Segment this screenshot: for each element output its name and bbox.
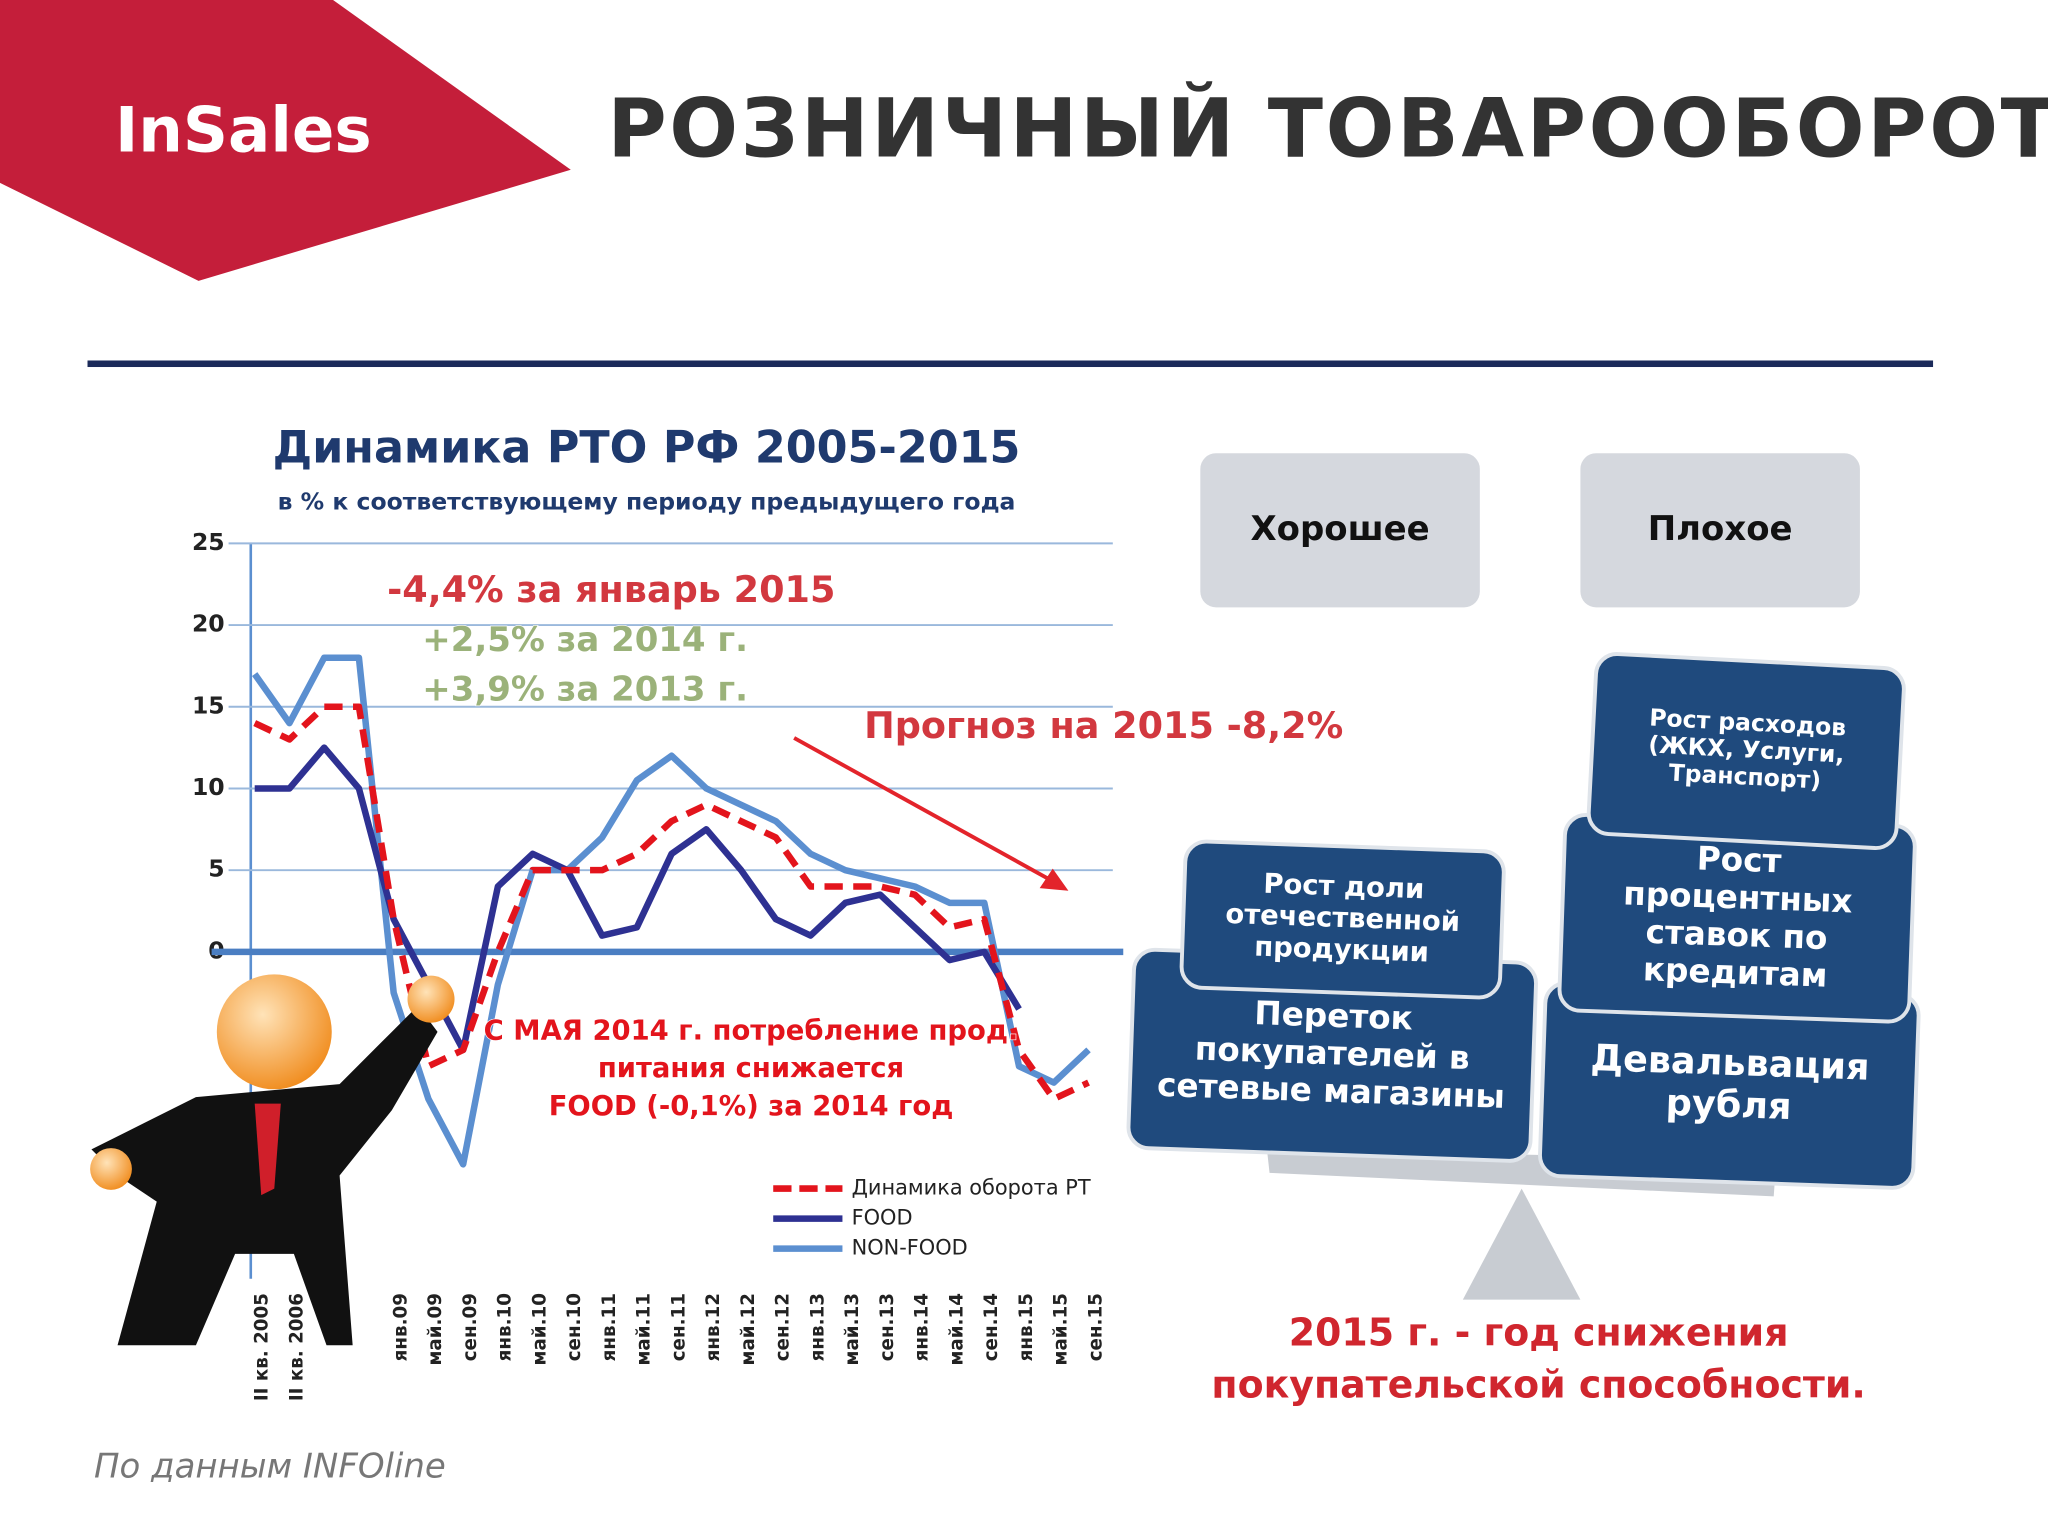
fulcrum bbox=[1462, 1188, 1581, 1300]
x-tick-label: май.15 bbox=[1051, 1293, 1072, 1365]
x-tick-label: сен.13 bbox=[877, 1293, 898, 1361]
x-tick-label: май.09 bbox=[425, 1293, 446, 1365]
annotation: питания снижается bbox=[598, 1053, 904, 1084]
y-tick-label: 10 bbox=[192, 773, 225, 801]
forecast-arrow bbox=[793, 736, 1062, 888]
x-tick-label: сен.14 bbox=[981, 1293, 1002, 1361]
scale-text: продукции bbox=[1254, 931, 1430, 968]
annotation: +3,9% за 2013 г. bbox=[422, 669, 748, 709]
y-tick-label: 15 bbox=[192, 691, 225, 719]
source: По данным INFOline bbox=[94, 1447, 446, 1487]
series-line bbox=[254, 744, 1022, 1054]
x-tick-label: май.13 bbox=[842, 1293, 863, 1365]
series-line bbox=[252, 654, 1091, 1168]
scale-text: ставок по bbox=[1645, 913, 1828, 957]
x-tick-label: янв.10 bbox=[495, 1293, 516, 1361]
annotation: -4,4% за январь 2015 bbox=[387, 568, 835, 611]
x-tick-label: янв.13 bbox=[807, 1293, 828, 1361]
x-tick-label: май.11 bbox=[634, 1293, 655, 1365]
scale-item: Рост расходов(ЖКХ, Услуги,Транспорт) bbox=[1586, 652, 1906, 850]
x-tick-label: II кв. 2005 bbox=[252, 1293, 273, 1401]
scale-text: Рост доли bbox=[1263, 869, 1425, 906]
column-header-box bbox=[1200, 453, 1480, 608]
x-tick-label: сен.15 bbox=[1085, 1293, 1106, 1361]
slide-title: РОЗНИЧНЫЙ ТОВАРООБОРОТ bbox=[607, 81, 2048, 176]
legend-label: Динамика оборота РТ bbox=[852, 1176, 1091, 1200]
logo-banner bbox=[0, 0, 571, 281]
scale-text: процентных bbox=[1623, 874, 1853, 920]
y-tick-label: 20 bbox=[192, 610, 225, 638]
chart-subtitle: в % к соответствующему периоду предыдуще… bbox=[278, 487, 1016, 515]
scale-box bbox=[1586, 652, 1906, 850]
legend-label: NON-FOOD bbox=[852, 1236, 968, 1260]
scale-text: рубля bbox=[1665, 1081, 1792, 1128]
x-tick-label: сен.11 bbox=[668, 1293, 689, 1361]
series-line bbox=[253, 703, 1090, 1103]
x-tick-label: янв.14 bbox=[912, 1293, 933, 1361]
logo: InSales bbox=[115, 94, 372, 167]
column-header: Хорошее bbox=[1250, 509, 1429, 549]
scale-box bbox=[1179, 839, 1506, 1000]
conclusion: 2015 г. - год снижения bbox=[1289, 1310, 1789, 1354]
chart: Динамика РТО РФ 2005-2015 в % к соответс… bbox=[192, 423, 1124, 1401]
x-tick-label: сен.10 bbox=[564, 1293, 585, 1361]
businessman bbox=[90, 974, 455, 1346]
annotation: С МАЯ 2014 г. потребление прод. bbox=[484, 1015, 1019, 1046]
annotation: Прогноз на 2015 -8,2% bbox=[864, 704, 1343, 747]
column-header: Плохое bbox=[1648, 509, 1793, 549]
x-tick-label: янв.15 bbox=[1016, 1293, 1037, 1361]
y-tick-label: 25 bbox=[192, 528, 225, 556]
x-tick-label: II кв. 2006 bbox=[286, 1293, 307, 1401]
chart-title: Динамика РТО РФ 2005-2015 bbox=[273, 423, 1021, 474]
rule bbox=[87, 360, 1934, 368]
x-tick-label: янв.09 bbox=[391, 1293, 412, 1361]
x-tick-label: сен.09 bbox=[460, 1293, 481, 1361]
legend-label: FOOD bbox=[852, 1206, 913, 1230]
scale-text: Переток bbox=[1254, 994, 1414, 1038]
x-tick-label: май.10 bbox=[529, 1293, 550, 1365]
x-tick-label: янв.11 bbox=[599, 1293, 620, 1361]
x-tick-label: май.12 bbox=[738, 1293, 759, 1365]
scale-text: Девальвация bbox=[1590, 1036, 1870, 1089]
x-tick-label: май.14 bbox=[946, 1293, 967, 1365]
y-tick-label: 5 bbox=[208, 855, 224, 883]
scale-text: Рост bbox=[1696, 839, 1782, 880]
column-header-box bbox=[1580, 453, 1860, 608]
conclusion: покупательской способности. bbox=[1211, 1363, 1865, 1407]
annotation: +2,5% за 2014 г. bbox=[422, 620, 748, 660]
scale-text: кредитам bbox=[1642, 950, 1828, 994]
annotation: FOOD (-0,1%) за 2014 год bbox=[549, 1091, 954, 1122]
x-tick-label: сен.12 bbox=[773, 1293, 794, 1361]
x-tick-label: янв.12 bbox=[703, 1293, 724, 1361]
arrow-head bbox=[1039, 868, 1069, 891]
